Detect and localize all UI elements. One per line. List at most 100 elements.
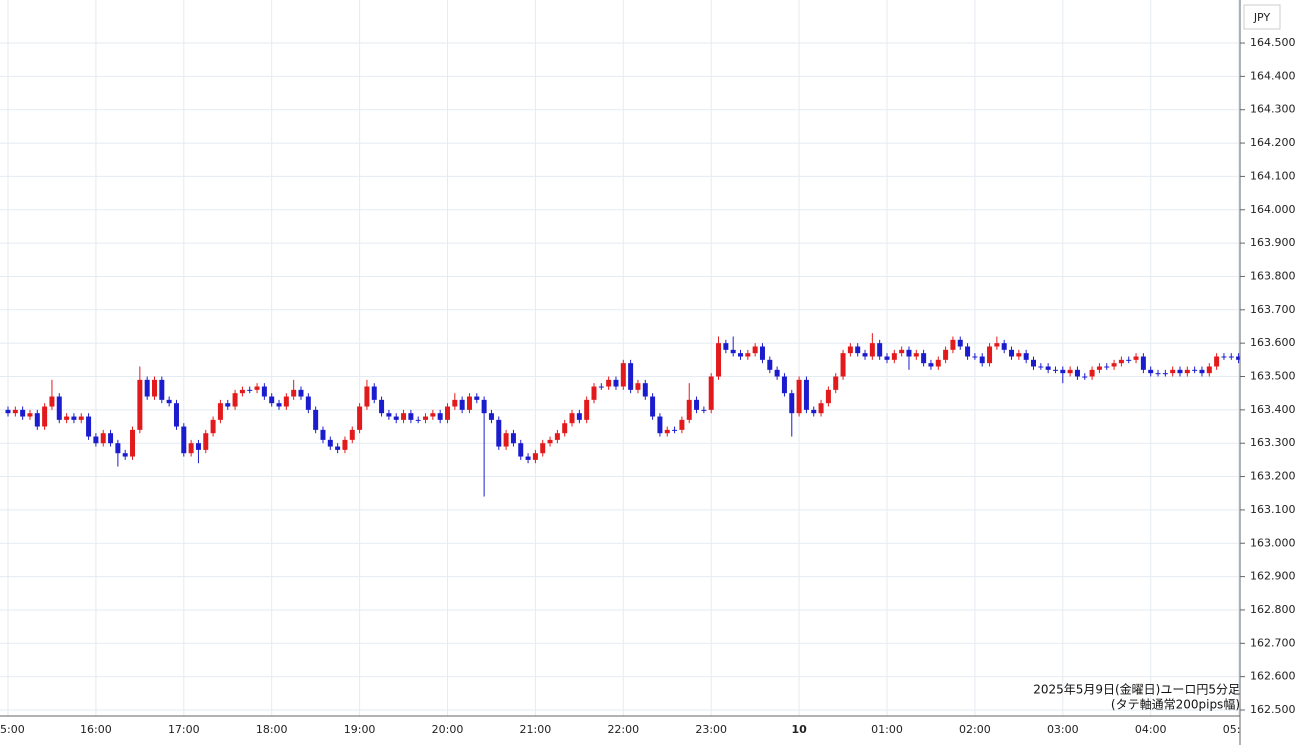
candle-body	[811, 409, 817, 414]
candle-body	[701, 409, 707, 411]
candle-body	[466, 396, 472, 410]
candle-body	[459, 399, 465, 410]
candle-body	[686, 399, 692, 420]
candle-body	[1199, 369, 1205, 374]
candle-body	[591, 386, 597, 400]
candle-body	[1052, 369, 1058, 371]
candle-body	[247, 389, 253, 391]
x-tick-label: 18:00	[256, 723, 288, 736]
candle-body	[408, 413, 414, 420]
candle-body	[833, 376, 839, 390]
y-tick-label: 163.100	[1250, 503, 1296, 516]
candle-body	[877, 343, 883, 357]
candle-body	[818, 403, 824, 414]
candle-body	[1133, 356, 1139, 360]
candle-body	[100, 433, 106, 444]
candles	[5, 333, 1240, 497]
candle-body	[694, 399, 700, 410]
candle-body	[5, 409, 11, 414]
candle-body	[49, 396, 55, 407]
candle-body	[716, 343, 722, 377]
candle-body	[115, 443, 121, 454]
candle-body	[1067, 369, 1073, 374]
x-tick-label: 19:00	[344, 723, 376, 736]
candle-body	[540, 443, 546, 454]
candle-body	[34, 413, 40, 427]
y-tick-label: 163.200	[1250, 470, 1296, 483]
candle-body	[1177, 369, 1183, 374]
candle-body	[1228, 356, 1234, 358]
candle-body	[510, 433, 516, 444]
candle-body	[584, 399, 590, 420]
candle-body	[474, 396, 480, 400]
candle-body	[606, 379, 612, 387]
candle-body	[71, 416, 77, 420]
candle-body	[488, 413, 494, 420]
candle-body	[254, 386, 260, 390]
candle-body	[195, 443, 201, 450]
candle-body	[1045, 366, 1051, 370]
y-tick-label: 164.000	[1250, 203, 1296, 216]
candle-body	[730, 349, 736, 354]
candle-body	[291, 389, 297, 397]
candle-body	[1184, 369, 1190, 374]
candle-body	[847, 346, 853, 354]
candle-body	[994, 343, 1000, 347]
candle-body	[855, 346, 861, 354]
candle-body	[430, 413, 436, 417]
candle-body	[12, 409, 18, 414]
x-tick-label: 20:00	[432, 723, 464, 736]
x-axis: 5:00 16:00 17:00 18:00 19:00 20:00 21:00 22:00 2…	[0, 723, 1255, 736]
y-tick-label: 162.800	[1250, 603, 1296, 616]
candle-body	[56, 396, 62, 420]
candle-body	[679, 419, 685, 430]
candle-body	[825, 389, 831, 404]
candle-body	[708, 376, 714, 410]
candle-body	[987, 346, 993, 364]
candle-body	[327, 439, 333, 447]
candle-body	[298, 389, 304, 397]
candle-body	[891, 353, 897, 360]
candle-body	[1031, 359, 1036, 367]
candle-body	[1148, 369, 1154, 374]
candle-body	[261, 386, 267, 397]
candle-body	[122, 453, 128, 457]
candle-body	[1089, 369, 1095, 377]
y-tick-label: 164.200	[1250, 136, 1296, 149]
candle-body	[225, 403, 231, 407]
candle-body	[371, 386, 377, 400]
candle-body	[928, 363, 934, 367]
x-tick-label: 21:00	[520, 723, 552, 736]
y-tick-label: 162.700	[1250, 636, 1296, 649]
candle-body	[657, 416, 663, 434]
candle-body	[130, 429, 136, 457]
candle-body	[620, 363, 626, 387]
candle-body	[899, 349, 905, 354]
y-tick-label: 163.800	[1250, 269, 1296, 282]
candle-body	[840, 353, 846, 377]
candle-body	[745, 353, 751, 357]
x-tick-label: 17:00	[168, 723, 200, 736]
candle-body	[1009, 349, 1015, 357]
candle-body	[628, 363, 634, 390]
candle-body	[423, 416, 429, 420]
y-tick-label: 163.500	[1250, 370, 1296, 383]
grid	[0, 0, 1240, 716]
x-tick-label: 10	[791, 723, 807, 736]
candle-body	[335, 446, 341, 450]
x-tick-label: 05:00	[1223, 723, 1255, 736]
candle-body	[642, 383, 648, 397]
candle-body	[152, 379, 157, 397]
x-tick-label: 22:00	[607, 723, 639, 736]
candle-body	[349, 429, 355, 440]
candle-body	[393, 416, 399, 420]
candle-body	[203, 433, 209, 450]
candle-body	[547, 439, 553, 444]
candle-body	[1214, 356, 1220, 367]
candle-body	[664, 429, 670, 434]
candle-body	[210, 419, 216, 434]
y-tick-label: 164.500	[1250, 36, 1296, 49]
candle-body	[320, 429, 326, 440]
candle-body	[796, 379, 802, 414]
